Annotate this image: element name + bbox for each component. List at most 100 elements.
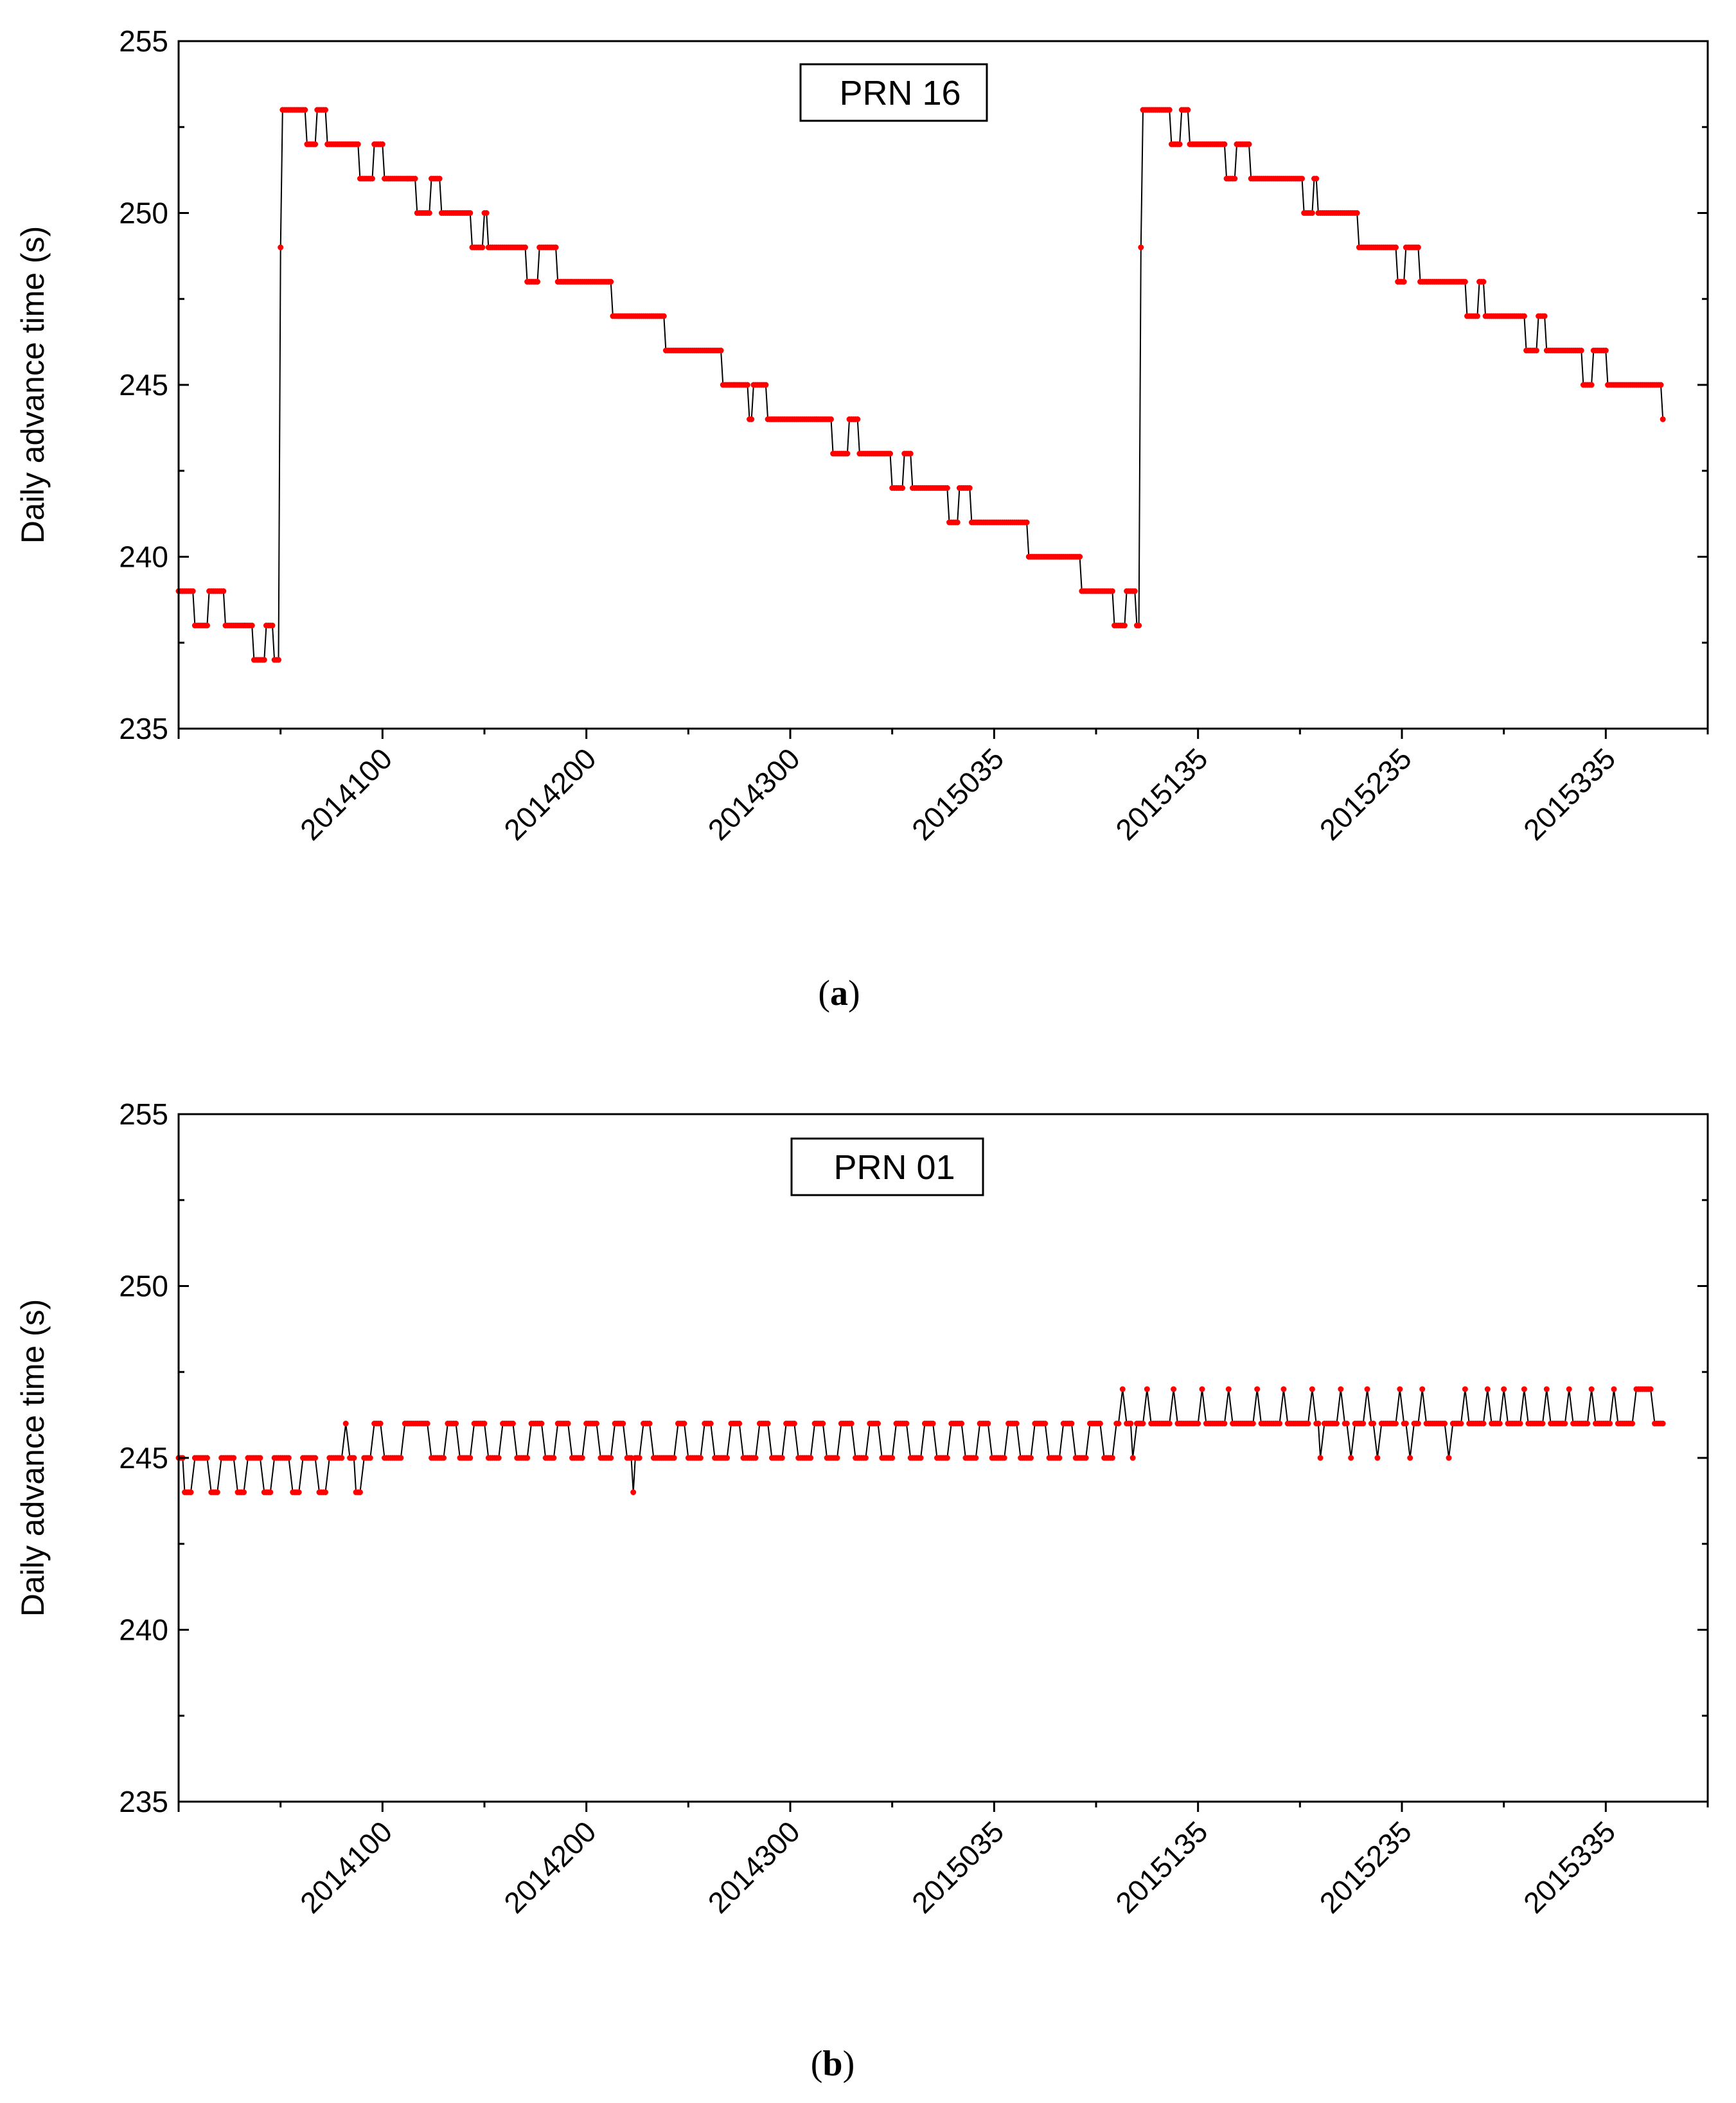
x-tick-label: 2014300 (702, 741, 806, 846)
data-point (1658, 382, 1664, 388)
data-point (1232, 175, 1238, 182)
data-point (1138, 244, 1144, 251)
data-point (1480, 1421, 1487, 1426)
data-point (1446, 1455, 1452, 1461)
data-point (367, 1455, 373, 1461)
data-point (524, 1455, 531, 1461)
y-tick-label: 255 (119, 1097, 168, 1131)
data-point (398, 1455, 404, 1461)
data-point (579, 1455, 585, 1461)
data-point (1136, 623, 1142, 628)
x-tick-label: 2014300 (702, 1815, 806, 1919)
data-point (1313, 175, 1320, 182)
data-point (1299, 175, 1306, 182)
data-point (628, 1455, 634, 1461)
data-point (522, 244, 528, 251)
data-point (966, 485, 973, 491)
data-point (204, 623, 210, 628)
data-point (973, 1455, 979, 1461)
data-point (1407, 1455, 1413, 1461)
data-point (1119, 1386, 1126, 1392)
x-tick-label: 2014100 (294, 1815, 398, 1919)
data-point (538, 1421, 545, 1426)
data-point (828, 416, 834, 422)
data-point (231, 1455, 237, 1461)
legend-label: PRN 01 (833, 1148, 955, 1187)
data-point (855, 416, 861, 422)
data-point (1480, 279, 1487, 285)
data-point (436, 175, 443, 182)
y-tick-label: 235 (119, 712, 168, 745)
y-tick-label: 235 (119, 1785, 168, 1818)
data-point (1370, 1421, 1377, 1426)
data-point (1001, 1455, 1007, 1461)
data-point (1225, 1386, 1232, 1392)
data-point (1109, 588, 1115, 594)
data-point (357, 1489, 363, 1495)
data-point (944, 485, 950, 491)
y-axis-title: Daily advance time (s) (15, 226, 51, 544)
data-point (1521, 313, 1527, 319)
x-tick-label: 2015335 (1517, 1815, 1622, 1919)
plot-frame (177, 40, 1709, 730)
data-point (1533, 348, 1539, 353)
data-point (275, 657, 281, 663)
data-point (1415, 244, 1421, 251)
legend-label: PRN 16 (839, 74, 961, 112)
legend-frame (799, 63, 988, 122)
y-axis: 235 240 245 250 255 (119, 24, 1708, 745)
data-point (608, 279, 614, 285)
data-point (1629, 1421, 1636, 1426)
series-line-group (179, 109, 1664, 661)
data-point (278, 244, 284, 251)
data-point (379, 141, 385, 147)
data-point (1343, 1421, 1350, 1426)
data-point (903, 1421, 910, 1426)
data-point (985, 1421, 991, 1426)
data-point (249, 623, 255, 628)
data-point (1221, 141, 1228, 147)
x-tick-label: 2015135 (1109, 741, 1214, 846)
data-point (1129, 1455, 1136, 1461)
data-point (190, 588, 196, 594)
x-tick-label: 2014200 (497, 741, 602, 846)
data-point (660, 313, 667, 319)
data-point (1305, 1421, 1311, 1426)
data-point (1309, 1386, 1315, 1392)
y-tick-label: 240 (119, 540, 168, 574)
data-point (1562, 1421, 1568, 1426)
data-point (820, 1421, 826, 1426)
data-point (930, 1421, 936, 1426)
x-tick-label: 2015035 (905, 1815, 1010, 1919)
data-point (1566, 1386, 1572, 1392)
data-point (1121, 623, 1128, 628)
data-point (1458, 1421, 1464, 1426)
data-point (412, 175, 418, 182)
y-tick-label: 245 (119, 1441, 168, 1475)
data-point (697, 1455, 704, 1461)
legend-box: PRN 01 (790, 1137, 984, 1196)
data-point (1083, 1455, 1089, 1461)
x-tick-label: 2015235 (1313, 741, 1418, 846)
y-tick-label: 240 (119, 1613, 168, 1647)
data-point (1338, 1386, 1344, 1392)
data-point (917, 1455, 924, 1461)
data-point (808, 1455, 814, 1461)
data-point (302, 107, 308, 113)
data-point (1027, 1455, 1034, 1461)
data-point (312, 141, 319, 147)
data-point (1023, 519, 1030, 526)
data-point (1144, 1386, 1150, 1392)
data-point (907, 450, 914, 457)
data-point (369, 175, 375, 182)
data-point (257, 1455, 263, 1461)
data-point (848, 1421, 855, 1426)
panel-label-a: (a) (818, 973, 860, 1013)
data-point (718, 348, 724, 353)
data-point (535, 279, 541, 285)
data-point (1543, 1386, 1550, 1392)
data-point (1474, 313, 1480, 319)
x-tick-label: 2015335 (1517, 741, 1622, 846)
data-point (1588, 382, 1595, 388)
x-axis: 2014100 2014200 2014300 2015035 2015135 20152… (177, 729, 1709, 847)
